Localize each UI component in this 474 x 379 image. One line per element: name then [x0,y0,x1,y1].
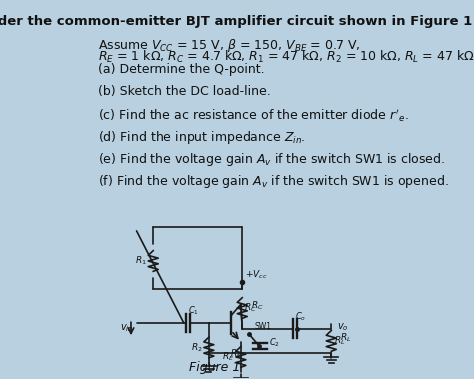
Text: $C_1$: $C_1$ [188,305,199,317]
Text: $R_L$: $R_L$ [339,332,351,345]
Text: Consider the common-emitter BJT amplifier circuit shown in Figure 1: Consider the common-emitter BJT amplifie… [0,14,472,28]
Text: $+V_{cc}$: $+V_{cc}$ [245,269,268,282]
Text: $R_2$: $R_2$ [191,341,202,354]
Text: (e) Find the voltage gain $A_v$ if the switch SW1 is closed.: (e) Find the voltage gain $A_v$ if the s… [98,151,445,168]
Text: (b) Sketch the DC load-line.: (b) Sketch the DC load-line. [98,85,270,98]
Text: $C_o$: $C_o$ [295,310,306,323]
Text: SW1: SW1 [255,322,272,331]
Text: $R_C$: $R_C$ [251,299,263,312]
Text: (d) Find the input impedance $Z_{in}$.: (d) Find the input impedance $Z_{in}$. [98,129,305,146]
Text: $R_L$: $R_L$ [334,335,346,347]
Text: (f) Find the voltage gain $A_v$ if the switch SW1 is opened.: (f) Find the voltage gain $A_v$ if the s… [98,172,448,190]
Text: (c) Find the ac resistance of the emitter diode $r'_e$.: (c) Find the ac resistance of the emitte… [98,107,408,124]
Text: $v_o$: $v_o$ [337,322,348,334]
Text: $R_E$ = 1 k$\Omega$, $R_C$ = 4.7 k$\Omega$, $R_1$ = 47 k$\Omega$, $R_2$ = 10 k$\: $R_E$ = 1 k$\Omega$, $R_C$ = 4.7 k$\Omeg… [98,49,474,64]
Text: $R_E$: $R_E$ [222,351,235,363]
Text: Figure 1: Figure 1 [189,361,240,374]
Text: (a) Determine the Q-point.: (a) Determine the Q-point. [98,63,264,77]
Text: $v_{in}$: $v_{in}$ [120,323,133,334]
Text: $R_E$: $R_E$ [230,348,242,360]
Text: $R_1$: $R_1$ [135,255,146,267]
Text: $R_C$: $R_C$ [244,302,257,314]
Text: Assume $V_{CC}$ = 15 V, $\beta$ = 150, $V_{BE}$ = 0.7 V,: Assume $V_{CC}$ = 15 V, $\beta$ = 150, $… [98,37,360,54]
Text: $C_2$: $C_2$ [269,337,280,349]
